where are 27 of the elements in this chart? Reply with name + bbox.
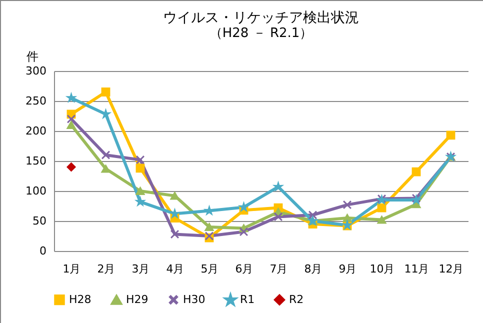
- legend-label: H28: [69, 292, 92, 306]
- x-tick-label: 4月: [166, 262, 184, 276]
- x-tick-label: 1月: [62, 262, 81, 276]
- chart-subtitle: （H28 － R2.1）: [209, 26, 313, 41]
- y-tick-label: 200: [26, 124, 46, 138]
- x-tick-label: 2月: [97, 262, 116, 276]
- y-tick-label: 0: [40, 244, 46, 258]
- y-tick-label: 300: [26, 64, 46, 78]
- x-tick-label: 10月: [370, 262, 395, 276]
- y-tick-label: 250: [26, 94, 46, 108]
- y-tick-label: 100: [26, 184, 46, 198]
- x-tick-label: 8月: [304, 262, 322, 276]
- x-tick-label: 3月: [132, 262, 150, 276]
- legend-label: R1: [240, 293, 255, 306]
- x-tick-label: 7月: [270, 262, 288, 276]
- y-axis-title: 件: [26, 50, 38, 64]
- x-tick-label: 12月: [438, 262, 464, 276]
- x-tick-label: 11月: [404, 262, 430, 276]
- legend-label: H30: [183, 292, 206, 306]
- x-tick-label: 5月: [200, 262, 219, 276]
- y-tick-label: 50: [32, 214, 46, 228]
- legend-label: R2: [289, 292, 304, 306]
- x-tick-label: 9月: [338, 262, 357, 276]
- x-tick-label: 6月: [235, 262, 254, 276]
- chart-title: ウイルス・リケッチア検出状況: [163, 10, 359, 26]
- legend-label: H29: [126, 293, 148, 306]
- y-tick-label: 150: [26, 154, 46, 168]
